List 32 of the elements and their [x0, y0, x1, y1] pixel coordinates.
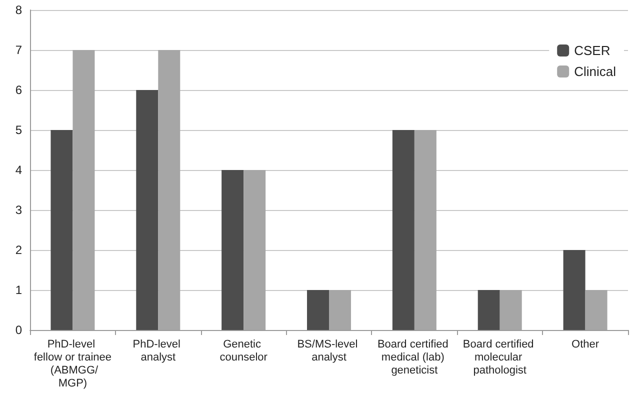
y-tick-label: 3 — [15, 203, 22, 217]
bar — [50, 130, 73, 330]
y-tick-label: 2 — [15, 243, 22, 257]
y-tick-label: 4 — [15, 163, 22, 177]
bar — [72, 50, 95, 330]
y-tick-label: 0 — [15, 323, 22, 337]
legend-label: Clinical — [574, 64, 616, 79]
x-tick-label: PhD-level analyst — [132, 338, 184, 364]
x-tick-label: Genetic counselor — [220, 338, 268, 364]
bar — [329, 290, 351, 330]
y-tick-label: 6 — [15, 83, 22, 97]
bar — [244, 170, 266, 330]
legend-label: CSER — [574, 43, 610, 58]
bar — [158, 50, 180, 330]
y-tick-label: 5 — [15, 123, 22, 137]
bar — [414, 130, 436, 330]
x-tick-label: Other — [572, 338, 600, 350]
y-tick-label: 7 — [15, 43, 22, 57]
bar — [222, 170, 244, 330]
x-tick-label: Board certified molecular pathologist — [462, 338, 537, 376]
y-tick-label: 1 — [15, 283, 22, 297]
bar — [500, 290, 522, 330]
bar — [563, 250, 586, 330]
bar — [392, 130, 414, 330]
bar — [307, 290, 329, 330]
x-tick-label: PhD-level fellow or trainee (ABMGG/MGP) — [34, 338, 112, 390]
bar — [478, 290, 500, 330]
y-tick-label: 8 — [15, 3, 22, 17]
x-tick-label: BS/MS-level analyst — [297, 338, 361, 364]
bar — [585, 290, 608, 330]
x-tick-label: Board certified medical (lab) geneticist — [377, 338, 452, 376]
bar — [136, 90, 158, 330]
